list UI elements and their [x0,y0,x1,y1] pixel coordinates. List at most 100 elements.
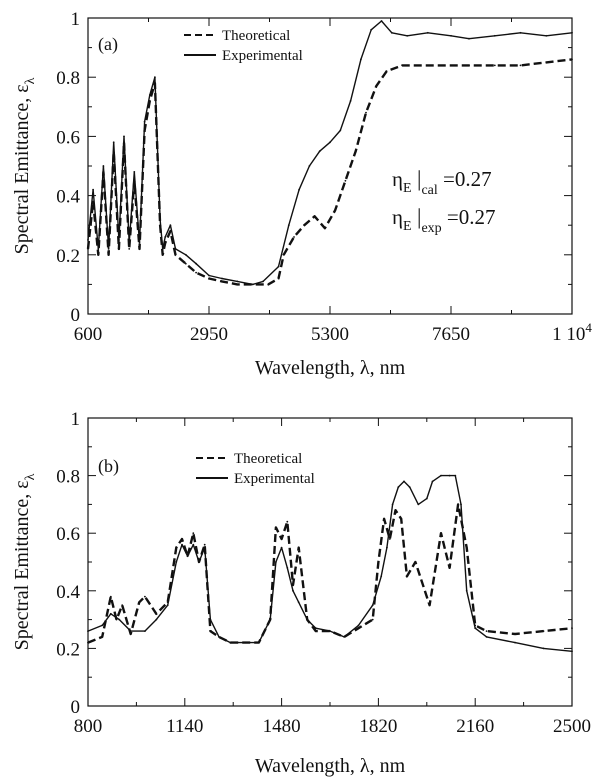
data-point-experimental [454,474,457,477]
data-point-experimental [425,497,428,500]
panel-b: 800 1140 1480 1820 2160 2500 0 0.2 0.4 0.6 0.8 1 Wav… [11,409,591,777]
y-axis-label: Spectral Emittance, ελ [11,77,38,254]
data-point-experimental [468,37,470,40]
data-point-experimental [92,188,94,191]
data-point-theoretical [277,277,280,280]
x-tick-label: 2500 [553,716,591,737]
data-point-experimental [118,618,121,621]
x-tick-label: 1 104 [552,320,592,345]
legend-entry: Theoretical [234,451,302,467]
data-point-theoretical [107,253,110,256]
data-point-theoretical [377,561,380,563]
data-point-theoretical [385,70,388,73]
data-point-experimental [292,589,294,592]
data-point-experimental [161,248,164,250]
plot-frame [87,17,573,315]
data-point-theoretical [388,538,391,540]
data-point-theoretical [334,209,336,212]
series-experimental [87,474,573,652]
data-point-theoretical [144,595,146,598]
data-point-theoretical [303,224,306,227]
data-point-experimental [133,171,136,173]
legend-entry: Theoretical [222,28,290,44]
data-point-experimental [493,34,496,37]
data-point-experimental [474,627,477,630]
data-point-theoretical [406,575,408,578]
data-point-theoretical [97,253,100,256]
data-point-theoretical [286,520,289,523]
data-point-experimental [243,641,246,644]
data-point-theoretical [101,636,104,638]
x-axis-label: Wavelength, λ, nm [255,755,406,777]
data-point-experimental [329,141,331,144]
data-point-theoretical [314,630,317,632]
data-point-theoretical [115,618,118,621]
data-point-theoretical [192,532,195,535]
data-point-theoretical [371,618,374,621]
data-point-experimental [275,561,277,563]
eta-bar-subscript: cal [421,183,437,198]
data-point-theoretical [195,271,198,274]
data-point-experimental [571,31,573,34]
panel-label: (b) [98,456,119,477]
data-point-experimental [343,636,346,638]
data-point-theoretical [428,604,431,607]
data-point-experimental [169,224,172,227]
data-point-experimental [339,129,342,132]
data-point-experimental [208,274,210,277]
data-point-theoretical [118,248,120,250]
data-point-experimental [123,135,125,138]
x-tick-label: 5300 [311,324,349,345]
data-point-experimental [370,28,373,31]
x-tick-label: 1140 [166,716,203,737]
y-tick-label: 0.6 [56,127,80,148]
data-point-experimental [166,604,169,607]
data-point-experimental [102,165,105,167]
data-point-theoretical [128,248,131,250]
data-point-experimental [138,242,141,244]
data-point-theoretical [175,546,178,549]
data-point-experimental [431,480,434,483]
eta-subscript: E [403,181,412,196]
x-tick-label: 1480 [263,716,301,737]
data-point-theoretical [236,283,239,286]
data-point-experimental [314,627,317,630]
data-point-experimental [209,618,212,621]
data-point-experimental [297,601,300,604]
data-point-theoretical [313,215,316,218]
data-point-experimental [109,612,112,615]
data-point-experimental [406,34,409,37]
data-point-theoretical [400,517,403,520]
x-axis-label: Wavelength, λ, nm [255,357,406,379]
data-point-experimental [485,636,488,638]
x-tick-label: 600 [74,324,103,345]
x-tick-label: 2160 [456,716,494,737]
data-point-experimental [417,503,420,506]
data-point-theoretical [514,633,516,635]
y-axis-label: Spectral Emittance, ελ [11,473,38,650]
y-tick-label: 0.4 [56,187,80,208]
data-point-experimental [380,575,383,578]
x-tick-label: 2950 [190,324,228,345]
data-point-experimental [181,543,183,546]
data-point-experimental [184,253,187,256]
data-point-theoretical [161,253,164,256]
data-point-experimental [329,630,331,632]
data-point-experimental [269,618,272,621]
panel-a: 600 2950 5300 7650 1 104 0 0.2 0.4 0.6 0.8 1 Wavele… [11,9,592,379]
data-point-theoretical [383,517,385,520]
x-tick-label: 800 [74,716,103,737]
plot-frame [87,417,573,707]
data-point-experimental [380,20,383,22]
data-point-theoretical [121,604,124,607]
data-point-theoretical [571,58,573,61]
data-point-theoretical [129,633,132,635]
data-point-experimental [545,34,548,37]
data-point-experimental [128,242,131,244]
eta-symbol: η [392,167,403,191]
data-point-theoretical [138,248,141,250]
data-point-experimental [403,480,405,483]
data-point-theoretical [208,277,210,280]
data-point-experimental [221,277,223,280]
